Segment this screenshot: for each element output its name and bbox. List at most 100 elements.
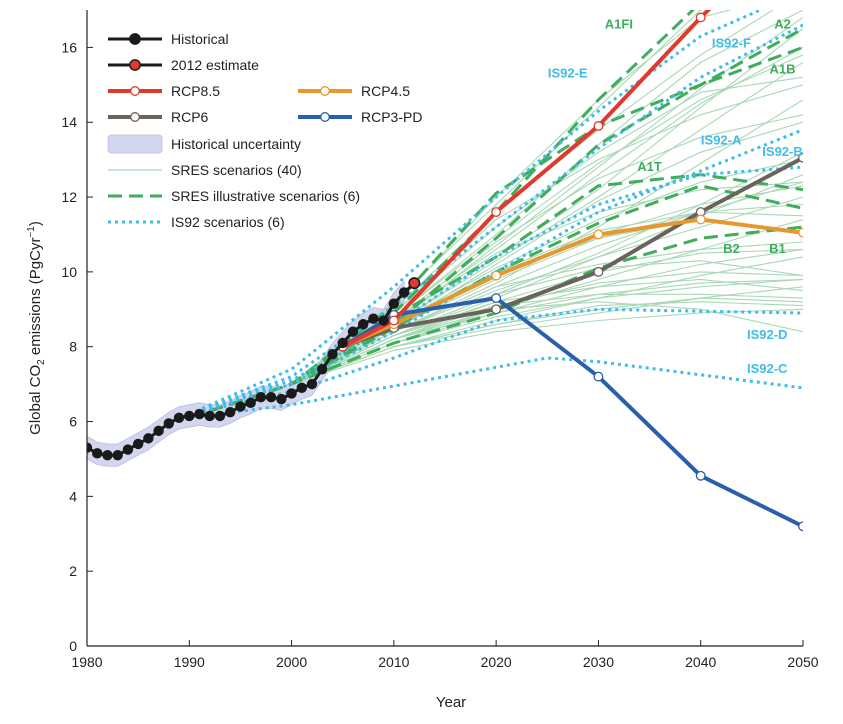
y-tick-label: 6 <box>69 414 77 430</box>
legend-swatch-marker <box>320 112 330 122</box>
rcp85-point <box>388 315 399 326</box>
y-tick-label: 10 <box>61 264 77 280</box>
historical-point <box>184 410 195 422</box>
legend-label-historical: Historical <box>171 31 229 47</box>
historical-point <box>306 378 318 390</box>
historical-series <box>87 277 421 461</box>
historical-point <box>235 401 246 412</box>
historical-point <box>163 418 175 429</box>
historical-point <box>317 363 328 375</box>
legend-swatch-marker <box>320 86 330 96</box>
rcp45-point <box>798 227 803 238</box>
y-tick-label: 2 <box>69 563 77 579</box>
x-tick-label: 2030 <box>583 654 614 670</box>
historical-point <box>286 388 297 399</box>
rcp3pd-point <box>593 371 604 382</box>
legend-swatch-marker <box>130 112 140 122</box>
legend-label-sres-illustrative: SRES illustrative scenarios (6) <box>171 188 360 204</box>
historical-point <box>276 393 287 405</box>
rcp6-point <box>491 304 502 315</box>
y-axis-title-sub: 2 <box>36 359 47 365</box>
legend-label-uncertainty: Historical uncertainty <box>171 136 301 152</box>
historical-point <box>245 397 256 409</box>
historical-point <box>214 410 226 422</box>
annotation-label: IS92-D <box>747 327 787 342</box>
sres-scenario-line <box>291 278 803 385</box>
historical-point <box>204 410 215 422</box>
annotation-label: A2 <box>774 17 791 32</box>
rcp6-line <box>342 156 803 349</box>
rcp45-point <box>695 214 706 225</box>
is92-scenario-line <box>188 307 803 416</box>
annotation-label: IS92-A <box>701 133 742 148</box>
x-tick-label: 2010 <box>378 654 409 670</box>
legend-swatch-marker <box>129 59 141 71</box>
x-tick-label: 1980 <box>71 654 102 670</box>
historical-point <box>296 382 307 394</box>
annotation-label: A1B <box>770 62 796 77</box>
historical-point <box>92 448 103 459</box>
y-tick-label: 14 <box>61 114 77 130</box>
y-tick-label: 0 <box>69 638 77 654</box>
historical-line <box>87 291 406 457</box>
sres-scenario-line <box>291 308 803 385</box>
is92-scenario-line <box>188 128 803 416</box>
annotation-label: B2 <box>723 241 740 256</box>
annotation-label: A1FI <box>605 17 633 32</box>
sres-scenario-line <box>291 211 803 385</box>
is92-scenarios <box>188 10 803 420</box>
is92-scenario-line <box>189 356 803 420</box>
annotation-label: A1T <box>637 159 662 174</box>
annotation-label: B1 <box>769 241 786 256</box>
rcp3pd-point <box>798 521 803 532</box>
historical-point <box>143 433 154 444</box>
rcp45-point <box>593 229 604 240</box>
historical-point <box>337 337 348 349</box>
historical-point <box>87 442 93 453</box>
rcp45-point <box>491 270 502 281</box>
historical-point <box>327 348 338 360</box>
historical-point <box>265 392 277 403</box>
sres-illustrative-line <box>188 45 803 420</box>
y-axis-title: Global CO2 emissions (PgCyr−1) <box>26 221 47 435</box>
legend-swatch-marker <box>130 86 140 96</box>
annotation-label: IS92-E <box>548 65 588 80</box>
historical-point <box>122 444 134 455</box>
legend-label-rcp6: RCP6 <box>171 109 209 125</box>
historical-point <box>112 450 123 461</box>
historical-point <box>225 406 236 418</box>
x-tick-label: 1990 <box>174 654 205 670</box>
legend-label-rcp85: RCP8.5 <box>171 83 220 99</box>
legend-label-rcp3pd: RCP3-PD <box>361 109 422 125</box>
y-tick-label: 12 <box>61 189 77 205</box>
estimate-2012-point <box>408 277 421 290</box>
rcp45-line <box>341 217 803 349</box>
y-axis-title-main: Global CO <box>27 365 44 435</box>
legend-label-sres: SRES scenarios (40) <box>171 162 302 178</box>
y-tick-label: 4 <box>69 488 77 504</box>
rcp85-point <box>695 12 706 23</box>
historical-point <box>368 313 379 324</box>
historical-point <box>388 298 400 309</box>
historical-point <box>357 319 369 330</box>
x-tick-label: 2000 <box>276 654 307 670</box>
uncertainty-band <box>87 280 405 467</box>
y-tick-label: 8 <box>69 339 77 355</box>
historical-point <box>153 425 164 437</box>
historical-point <box>347 326 359 337</box>
legend-swatch-marker <box>129 33 141 45</box>
legend-label-estimate: 2012 estimate <box>171 57 259 73</box>
historical-point <box>194 408 205 420</box>
x-tick-label: 2040 <box>685 654 716 670</box>
x-axis-title: Year <box>436 694 466 711</box>
historical-point <box>132 438 144 450</box>
rcp85-point <box>593 121 604 131</box>
rcp85-point <box>491 207 502 217</box>
x-tick-label: 2050 <box>787 654 818 670</box>
is92-scenario-line <box>188 10 765 416</box>
legend-label-is92: IS92 scenarios (6) <box>171 214 285 230</box>
rcp6-point <box>593 266 604 277</box>
rcp3pd-point <box>695 470 706 481</box>
y-tick-label: 16 <box>61 39 77 55</box>
